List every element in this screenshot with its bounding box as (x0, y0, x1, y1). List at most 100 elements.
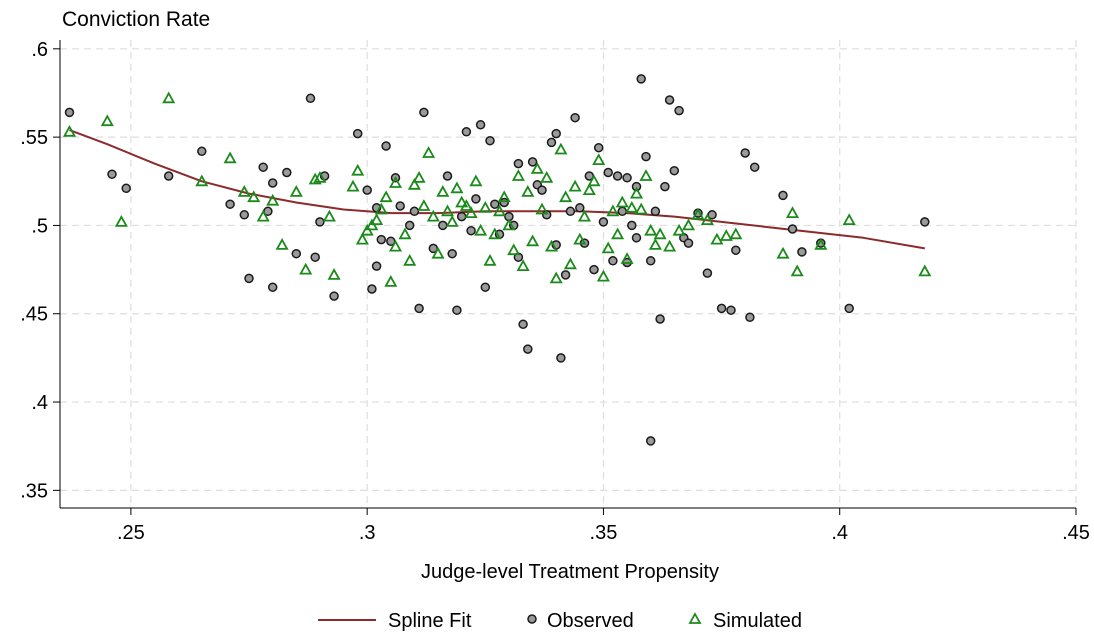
simulated-point (327, 268, 341, 280)
observed-point (461, 127, 472, 137)
observed-point (565, 206, 576, 217)
simulated-point (426, 209, 440, 222)
simulated-point (455, 195, 469, 208)
observed-point (608, 256, 618, 266)
simulated-point (544, 239, 559, 252)
x-tick-label: .4 (831, 522, 848, 544)
simulated-point (502, 218, 516, 231)
simulated-point (440, 204, 455, 217)
simulated-point (289, 185, 303, 197)
observed-point (310, 252, 320, 262)
observed-point (593, 142, 604, 153)
observed-point (447, 248, 457, 259)
observed-point (244, 273, 254, 284)
simulated-point (592, 153, 606, 165)
observed-point (546, 137, 557, 148)
observed-point (466, 225, 476, 236)
simulated-point (710, 232, 724, 245)
grid-lines (60, 40, 1077, 508)
observed-point (409, 206, 420, 217)
legend: Spline Fit Observed Simulated (318, 610, 802, 632)
simulated-point (478, 200, 492, 213)
observed-point (499, 197, 509, 208)
x-axis-label: Judge-level Treatment Propensity (421, 561, 719, 583)
observed-point (64, 107, 75, 118)
simulated-point (606, 204, 620, 217)
simulated-point (388, 239, 403, 252)
x-tick-label: .3 (359, 522, 376, 544)
observed-point (381, 141, 391, 151)
observed-point (527, 157, 538, 167)
observed-point (475, 120, 486, 130)
simulated-point (374, 202, 388, 215)
observed-point (731, 245, 741, 255)
observed-point (404, 220, 415, 231)
observed-point (674, 105, 684, 116)
simulated-point (611, 227, 625, 240)
simulated-point (691, 207, 705, 220)
legend-simulated-swatch (688, 612, 702, 624)
simulated-point (719, 229, 733, 241)
simulated-point (398, 227, 412, 240)
observed-point (291, 248, 302, 259)
observed-point (787, 224, 798, 234)
simulated-point (417, 199, 431, 211)
observed-point (376, 234, 387, 245)
simulated-point (672, 223, 686, 236)
y-tick-label: .5 (31, 215, 48, 237)
simulated-point (299, 262, 313, 275)
simulated-point (549, 271, 563, 284)
observed-point (282, 167, 292, 178)
simulated-point (237, 185, 251, 197)
simulated-point (497, 190, 511, 203)
observed-point (371, 261, 382, 271)
simulated-point (313, 170, 327, 183)
observed-point (570, 112, 580, 123)
simulated-point (403, 253, 417, 266)
y-tick-label: .55 (20, 127, 48, 149)
observed-point (726, 305, 736, 315)
simulated-point (407, 177, 421, 190)
simulated-point (195, 174, 209, 187)
legend-observed-swatch (527, 614, 537, 624)
observed-point (617, 206, 628, 217)
observed-point (603, 167, 613, 178)
simulated-point (384, 275, 398, 287)
observed-point (551, 128, 561, 139)
y-tick-label: .45 (20, 304, 48, 326)
observed-point (267, 282, 278, 292)
simulated-point (162, 91, 176, 104)
observed-point (920, 217, 930, 227)
simulated-point (582, 183, 596, 195)
observed-point (107, 169, 117, 179)
chart-title: Conviction Rate (62, 8, 210, 31)
observed-point (471, 194, 481, 204)
observed-point (239, 210, 250, 220)
simulated-point (256, 209, 270, 222)
observed-point (556, 353, 566, 363)
observed-point (305, 93, 316, 104)
observed-point (589, 264, 599, 275)
simulated-point (573, 232, 587, 245)
simulated-point (634, 202, 648, 215)
observed-point (778, 190, 788, 201)
observed-point (598, 217, 609, 227)
observed-point (121, 183, 131, 194)
simulated-point (540, 170, 554, 183)
simulated-point (653, 227, 667, 240)
observed-point (258, 162, 268, 172)
observed-point (352, 128, 363, 139)
simulated-point (648, 238, 662, 250)
simulated-point (464, 206, 478, 218)
observed-point (622, 173, 632, 183)
observed-point (523, 344, 533, 354)
observed-point (627, 220, 637, 231)
simulated-point (355, 232, 369, 245)
simulated-point (681, 218, 696, 231)
y-tick-label: .6 (31, 39, 48, 61)
simulated-point (629, 186, 644, 199)
observed-point (419, 107, 429, 118)
simulated-point (483, 253, 497, 266)
simulated-point (351, 163, 365, 176)
simulated-point (322, 209, 336, 222)
